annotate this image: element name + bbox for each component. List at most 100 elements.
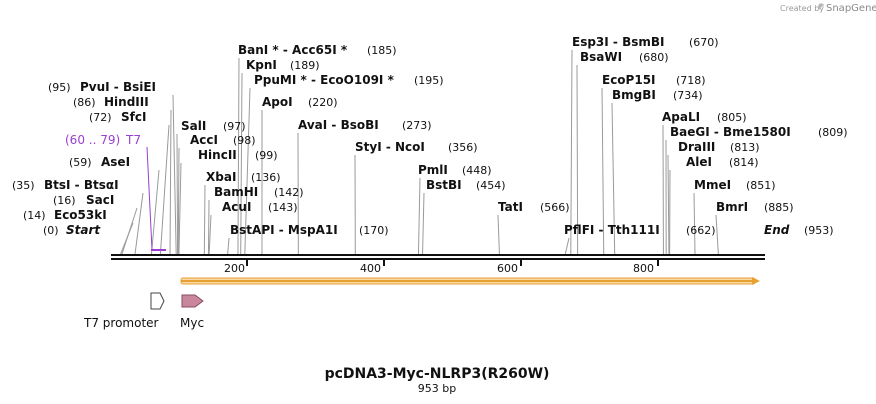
site-acui[interactable]: AcuI (143)	[222, 200, 298, 214]
site-pflfi-label: PflFI - Tth111I	[564, 223, 660, 237]
site-mmei-position: (851)	[746, 179, 776, 192]
site-bsawi[interactable]: BsaWI (680)	[580, 50, 669, 64]
site-bsawi-position: (680)	[639, 51, 669, 64]
site-bmgbi-label: BmgBI	[612, 88, 656, 102]
site-baegi-label: BaeGI - Bme1580I	[670, 125, 791, 139]
site-esp3i-label: Esp3I - BsmBI	[572, 35, 664, 49]
site-bani-position: (185)	[367, 44, 397, 57]
site-mmei[interactable]: MmeI (851)	[694, 178, 776, 192]
site-xbai[interactable]: XbaI (136)	[206, 170, 281, 184]
feature-myc[interactable]: Myc	[180, 291, 204, 330]
site-bmri[interactable]: BmrI (885)	[716, 200, 794, 214]
site-btsi[interactable]: (35) BtsI - BtsαI	[12, 178, 119, 192]
site-bstbi[interactable]: BstBI (454)	[426, 178, 506, 192]
site-esp3i-position: (670)	[689, 36, 719, 49]
site-esp3i[interactable]: Esp3I - BsmBI (670)	[572, 35, 719, 49]
primer-t7[interactable]: (60 .. 79) T7	[65, 133, 141, 147]
site-pvui[interactable]: (95) PvuI - BsiEI	[48, 80, 156, 94]
feature-t7-promoter[interactable]: T7 promoter	[83, 292, 165, 330]
site-pvui-label: PvuI - BsiEI	[80, 80, 156, 94]
map-title: pcDNA3-Myc-NLRP3(R260W)	[325, 366, 550, 382]
watermark-prefix: Created by	[780, 4, 824, 13]
site-connector-3	[134, 192, 144, 255]
site-bstbi-label: BstBI	[426, 178, 462, 192]
site-pflfi[interactable]: PflFI - Tth111I (662)	[564, 223, 716, 237]
site-hindiii[interactable]: (86) HindIII	[73, 95, 149, 109]
site-end-position: (953)	[804, 224, 834, 237]
site-ppumi-position: (195)	[414, 74, 444, 87]
site-connector-17	[240, 72, 243, 255]
site-avai-label: AvaI - BsoBI	[298, 118, 379, 132]
site-acui-position: (143)	[268, 201, 298, 214]
site-hindiii-position: (86)	[73, 96, 96, 109]
site-connector-24	[497, 214, 500, 255]
ruler-label-400: 400	[360, 262, 381, 275]
site-sali[interactable]: SalI (97)	[181, 119, 246, 133]
site-baegi[interactable]: BaeGI - Bme1580I (809)	[670, 125, 848, 139]
site-alei[interactable]: AleI (814)	[686, 155, 759, 169]
site-connector-26	[570, 49, 573, 255]
orf-arrow[interactable]	[180, 277, 760, 285]
site-asei-label: AseI	[101, 155, 130, 169]
site-end[interactable]: End (953)	[764, 223, 834, 237]
ruler: 200 400 600 800	[224, 260, 659, 275]
site-alei-position: (814)	[729, 156, 759, 169]
site-hincii-label: HincII	[198, 148, 237, 162]
site-hincii-position: (99)	[255, 149, 278, 162]
site-bamhi[interactable]: BamHI (142)	[214, 185, 304, 199]
site-kpni[interactable]: KpnI (189)	[246, 58, 320, 72]
site-acci[interactable]: AccI (98)	[190, 133, 256, 147]
site-bmgbi[interactable]: BmgBI (734)	[612, 88, 703, 102]
site-pmli-label: PmlI	[418, 163, 448, 177]
site-alei-label: AleI	[686, 155, 712, 169]
site-btsi-position: (35)	[12, 179, 35, 192]
site-tati[interactable]: TatI (566)	[498, 200, 570, 214]
feature-t7-promoter-label: T7 promoter	[83, 316, 159, 330]
site-pmli[interactable]: PmlI (448)	[418, 163, 492, 177]
site-bsawi-label: BsaWI	[580, 50, 622, 64]
site-baegi-position: (809)	[818, 126, 848, 139]
site-sfci[interactable]: (72) SfcI	[89, 110, 146, 124]
ruler-label-200: 200	[224, 262, 245, 275]
site-sali-position: (97)	[223, 120, 246, 133]
site-connector-10	[177, 147, 180, 255]
site-connector-11	[178, 162, 182, 255]
site-hincii[interactable]: HincII (99)	[198, 148, 278, 162]
site-apoi[interactable]: ApoI (220)	[262, 95, 338, 109]
site-connector-7	[169, 109, 172, 255]
site-bmri-position: (885)	[764, 201, 794, 214]
site-bmri-label: BmrI	[716, 200, 748, 214]
site-connector-29	[611, 102, 616, 255]
primer-t7-position: (60 .. 79)	[65, 133, 120, 147]
primer-t7-connector	[146, 146, 153, 251]
site-connector-25	[564, 237, 570, 255]
site-apali[interactable]: ApaLI (805)	[662, 110, 747, 124]
site-connector-16	[237, 57, 240, 255]
site-bstapi-position: (170)	[359, 224, 389, 237]
site-bani[interactable]: BanI * - Acc65I * (185)	[238, 43, 397, 57]
ruler-label-600: 600	[497, 262, 518, 275]
site-eco53ki[interactable]: (14) Eco53kI	[23, 208, 107, 222]
site-draiii[interactable]: DraIII (813)	[678, 140, 760, 154]
site-start[interactable]: (0) Start	[43, 223, 101, 237]
site-connector-12	[203, 184, 206, 255]
site-bani-label: BanI * - Acc65I *	[238, 43, 348, 57]
site-connector-18	[244, 87, 251, 255]
site-bstapi-label: BstAPI - MspA1I	[230, 223, 338, 237]
site-ppumi[interactable]: PpuMI * - EcoO109I * (195)	[254, 73, 444, 87]
site-asei[interactable]: (59) AseI	[69, 155, 130, 169]
site-mmei-label: MmeI	[694, 178, 731, 192]
site-btsi-label: BtsI - BtsαI	[44, 178, 119, 192]
site-ecop15i[interactable]: EcoP15I (718)	[602, 73, 706, 87]
site-bstapi[interactable]: BstAPI - MspA1I (170)	[230, 223, 389, 237]
site-acci-label: AccI	[190, 133, 218, 147]
site-apali-position: (805)	[717, 111, 747, 124]
site-sfci-position: (72)	[89, 111, 112, 124]
site-saci[interactable]: (16) SacI	[53, 193, 114, 207]
site-connector-8	[172, 94, 177, 255]
site-styi[interactable]: StyI - NcoI (356)	[355, 140, 478, 154]
site-avai[interactable]: AvaI - BsoBI (273)	[298, 118, 432, 132]
site-xbai-label: XbaI	[206, 170, 236, 184]
myc-tag-arrow-icon	[181, 294, 204, 308]
